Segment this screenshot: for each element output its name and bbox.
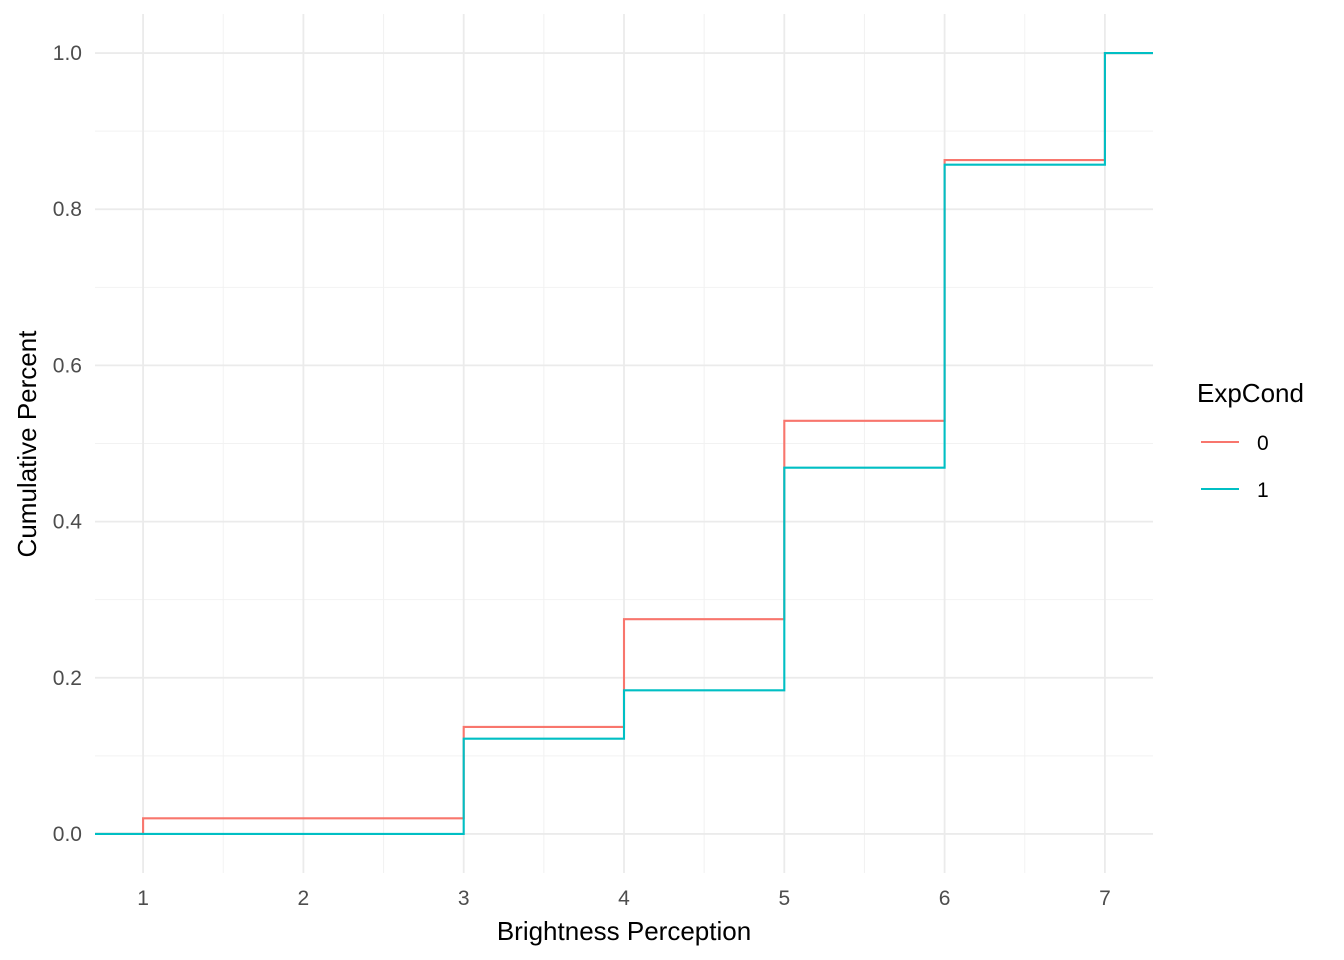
x-tick-label: 3 <box>458 887 470 910</box>
x-tick-label: 1 <box>137 887 149 910</box>
legend: ExpCond 0 1 <box>1197 378 1304 502</box>
y-tick-label: 0.4 <box>53 511 83 534</box>
series-line-0 <box>95 51 1153 836</box>
y-tick-label: 0.6 <box>53 354 82 377</box>
y-tick-label: 0.0 <box>53 823 82 846</box>
x-tick-label: 6 <box>939 887 951 910</box>
y-tick-label: 0.8 <box>53 198 82 221</box>
legend-title: ExpCond <box>1197 378 1304 408</box>
series-layer <box>95 51 1153 836</box>
legend-label-0: 0 <box>1257 432 1269 455</box>
y-axis-title: Cumulative Percent <box>12 330 42 558</box>
x-tick-label: 7 <box>1099 887 1111 910</box>
y-tick-label: 0.2 <box>53 667 82 690</box>
series-line-1 <box>95 51 1153 836</box>
legend-label-1: 1 <box>1257 479 1269 502</box>
y-tick-label: 1.0 <box>53 42 82 65</box>
x-tick-label: 2 <box>298 887 310 910</box>
x-axis-ticks: 1 2 3 4 5 6 7 <box>137 887 1111 910</box>
x-tick-label: 5 <box>778 887 790 910</box>
y-axis-ticks: 0.0 0.2 0.4 0.6 0.8 1.0 <box>53 42 83 846</box>
x-tick-label: 4 <box>618 887 630 910</box>
x-axis-title: Brightness Perception <box>497 916 751 946</box>
